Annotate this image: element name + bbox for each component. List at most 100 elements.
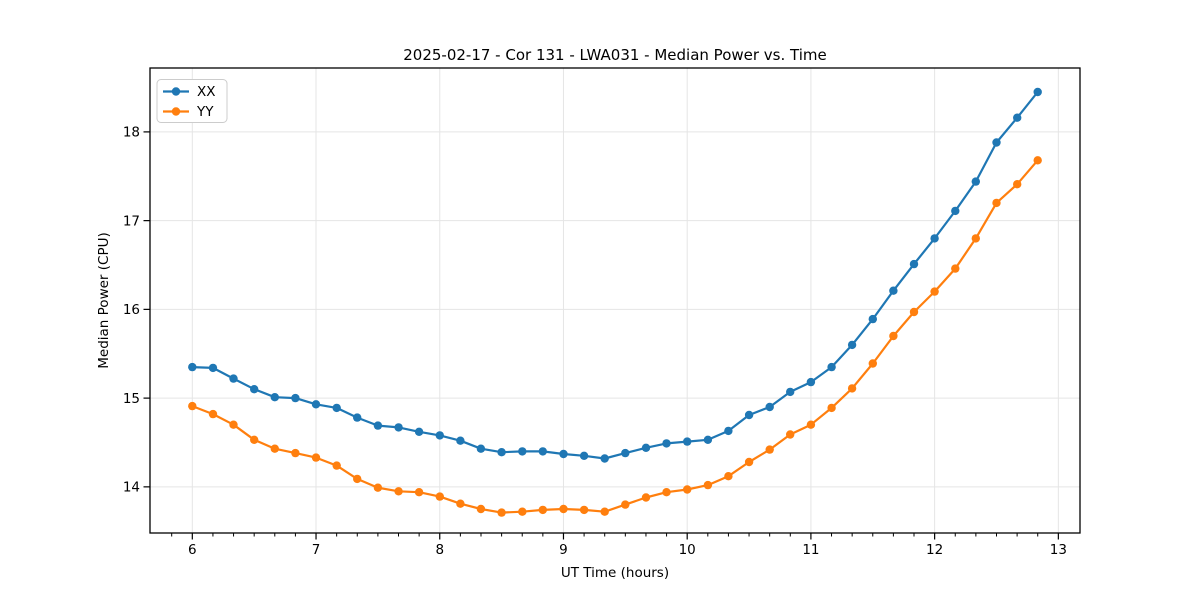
data-point-yy [889,331,898,341]
data-point-yy [806,420,816,429]
legend-box [156,79,228,123]
data-point-xx [435,431,444,440]
data-point-xx [992,138,1001,147]
data-point-yy [435,492,444,501]
y-axis-label: Median Power (CPU) [96,232,112,368]
data-point-xx [497,448,506,457]
data-point-xx [930,234,939,243]
plot-border [149,67,1081,534]
data-point-xx [394,423,403,432]
data-point-yy [414,488,424,497]
data-point-xx [786,387,795,397]
data-point-yy [559,504,568,514]
x-tick-label: 13 [1050,542,1067,558]
data-point-yy [847,384,857,393]
data-point-yy [291,448,300,458]
y-tick-label: 16 [123,302,140,318]
data-point-xx [188,362,197,372]
data-point-xx [1013,113,1022,122]
data-point-yy [703,480,713,490]
data-point-xx [724,426,733,436]
data-point-xx [641,443,651,452]
data-point-xx [600,454,609,463]
legend-marker-yy [171,107,181,116]
data-point-yy [724,472,733,481]
data-point-yy [600,507,609,516]
y-tick-label: 14 [123,480,140,496]
data-point-yy [868,359,877,368]
data-point-yy [786,430,795,439]
y-axis: 14 15 16 17 18 [123,125,150,496]
data-point-xx [538,447,547,456]
data-point-xx [414,427,424,436]
x-tick-label: 11 [802,542,819,558]
data-point-yy [579,505,589,515]
data-point-xx [971,177,980,186]
series-xx [188,87,1042,463]
data-point-yy [1033,156,1042,165]
x-tick-label: 12 [926,542,943,558]
data-point-xx [621,448,630,458]
data-point-yy [353,474,362,484]
data-point-yy [250,435,259,444]
x-tick-label: 8 [435,542,444,558]
x-tick-label: 10 [679,542,696,558]
data-point-yy [476,504,486,514]
data-point-yy [662,488,671,497]
legend-marker-xx [171,87,181,96]
x-tick-label: 9 [559,542,568,558]
x-tick-label: 7 [312,542,321,558]
data-point-yy [332,461,341,470]
data-point-xx [353,413,362,422]
data-point-xx [1033,87,1042,97]
data-point-yy [827,403,836,413]
data-point-xx [951,206,960,216]
y-tick-label: 15 [123,391,140,407]
data-point-xx [806,377,816,387]
data-point-yy [1013,180,1022,189]
data-point-xx [765,402,774,412]
y-tick-label: 18 [123,125,140,141]
data-point-yy [683,485,692,494]
legend: XX YY [156,79,228,123]
x-axis: 6 7 8 9 10 11 12 13 [171,533,1067,558]
data-point-yy [270,444,279,453]
data-point-xx [827,362,836,372]
data-point-yy [621,500,630,509]
x-tick-label: 6 [188,542,197,558]
data-point-yy [518,507,527,516]
data-point-yy [971,234,980,243]
data-point-xx [868,314,877,324]
data-point-yy [311,453,321,462]
data-point-xx [909,259,919,269]
data-point-xx [270,393,279,402]
data-point-yy [765,445,774,454]
data-point-xx [476,444,486,453]
data-point-yy [930,287,939,296]
data-point-xx [662,439,671,448]
data-point-xx [559,449,568,459]
data-point-yy [497,508,506,517]
data-point-xx [250,385,259,394]
data-point-yy [641,493,651,502]
data-point-xx [229,374,238,383]
legend-label-xx: XX [197,84,216,100]
data-point-xx [847,340,857,350]
data-point-xx [456,436,465,445]
data-point-xx [683,437,692,446]
data-point-yy [456,499,465,508]
data-point-yy [951,264,960,273]
grid [150,68,1080,533]
data-point-yy [909,307,919,317]
data-point-xx [518,447,527,456]
data-point-xx [889,286,898,295]
data-point-yy [538,505,547,515]
data-point-yy [208,409,218,419]
data-point-xx [373,421,383,430]
data-point-yy [229,420,238,429]
data-point-xx [311,400,321,409]
chart-title: 2025-02-17 - Cor 131 - LWA031 - Median P… [403,46,827,64]
y-tick-label: 17 [123,213,140,229]
